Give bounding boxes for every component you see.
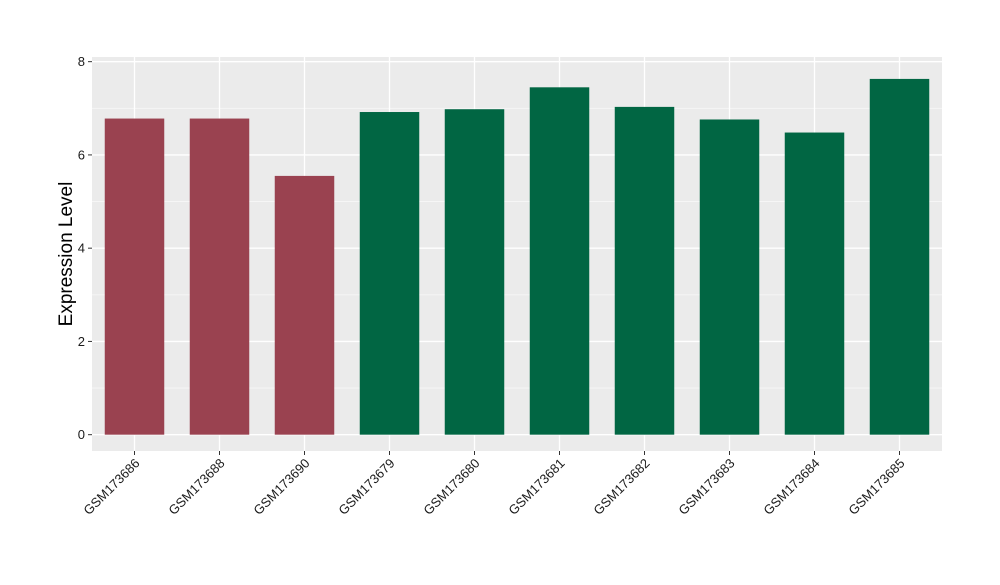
bars [104, 78, 930, 435]
bar [444, 109, 505, 435]
x-tick-label: GSM173680 [420, 456, 482, 518]
y-tick-label: 2 [78, 334, 85, 349]
x-tick-label: GSM173681 [505, 456, 567, 518]
x-tick-label: GSM173688 [165, 456, 227, 518]
x-tick-label: GSM173685 [845, 456, 907, 518]
x-tick-label: GSM173682 [590, 456, 652, 518]
y-tick-label: 0 [78, 427, 85, 442]
bar [699, 119, 760, 435]
bar [869, 78, 930, 435]
bar [784, 132, 845, 435]
bar [104, 118, 165, 435]
x-tick-label: GSM173679 [335, 456, 397, 518]
bar [529, 87, 590, 435]
y-tick-label: 8 [78, 54, 85, 69]
bar [359, 112, 420, 435]
bar [614, 106, 675, 435]
x-tick-label: GSM173684 [760, 456, 822, 518]
x-tick-label: GSM173683 [675, 456, 737, 518]
x-tick-label: GSM173690 [250, 456, 312, 518]
bar [274, 175, 335, 435]
y-tick-label: 4 [78, 241, 85, 256]
y-axis-title: Expression Level [56, 182, 77, 327]
bar [189, 118, 250, 435]
y-tick-label: 6 [78, 147, 85, 162]
x-tick-label: GSM173686 [80, 456, 142, 518]
